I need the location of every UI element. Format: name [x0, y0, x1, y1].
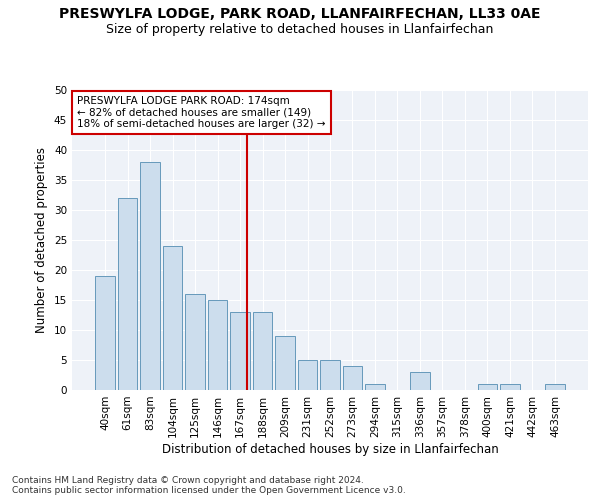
Bar: [365, 384, 385, 390]
Bar: [410, 372, 430, 390]
Bar: [545, 384, 565, 390]
Bar: [95, 276, 115, 390]
Bar: [230, 312, 250, 390]
Bar: [275, 336, 295, 390]
Bar: [140, 162, 160, 390]
Bar: [298, 360, 317, 390]
Bar: [118, 198, 137, 390]
Text: Size of property relative to detached houses in Llanfairfechan: Size of property relative to detached ho…: [106, 22, 494, 36]
Text: PRESWYLFA LODGE PARK ROAD: 174sqm
← 82% of detached houses are smaller (149)
18%: PRESWYLFA LODGE PARK ROAD: 174sqm ← 82% …: [77, 96, 326, 129]
Y-axis label: Number of detached properties: Number of detached properties: [35, 147, 49, 333]
Bar: [163, 246, 182, 390]
Text: PRESWYLFA LODGE, PARK ROAD, LLANFAIRFECHAN, LL33 0AE: PRESWYLFA LODGE, PARK ROAD, LLANFAIRFECH…: [59, 8, 541, 22]
Text: Contains HM Land Registry data © Crown copyright and database right 2024.
Contai: Contains HM Land Registry data © Crown c…: [12, 476, 406, 495]
Bar: [185, 294, 205, 390]
Bar: [253, 312, 272, 390]
Bar: [500, 384, 520, 390]
Bar: [208, 300, 227, 390]
Bar: [343, 366, 362, 390]
Text: Distribution of detached houses by size in Llanfairfechan: Distribution of detached houses by size …: [161, 442, 499, 456]
Bar: [320, 360, 340, 390]
Bar: [478, 384, 497, 390]
